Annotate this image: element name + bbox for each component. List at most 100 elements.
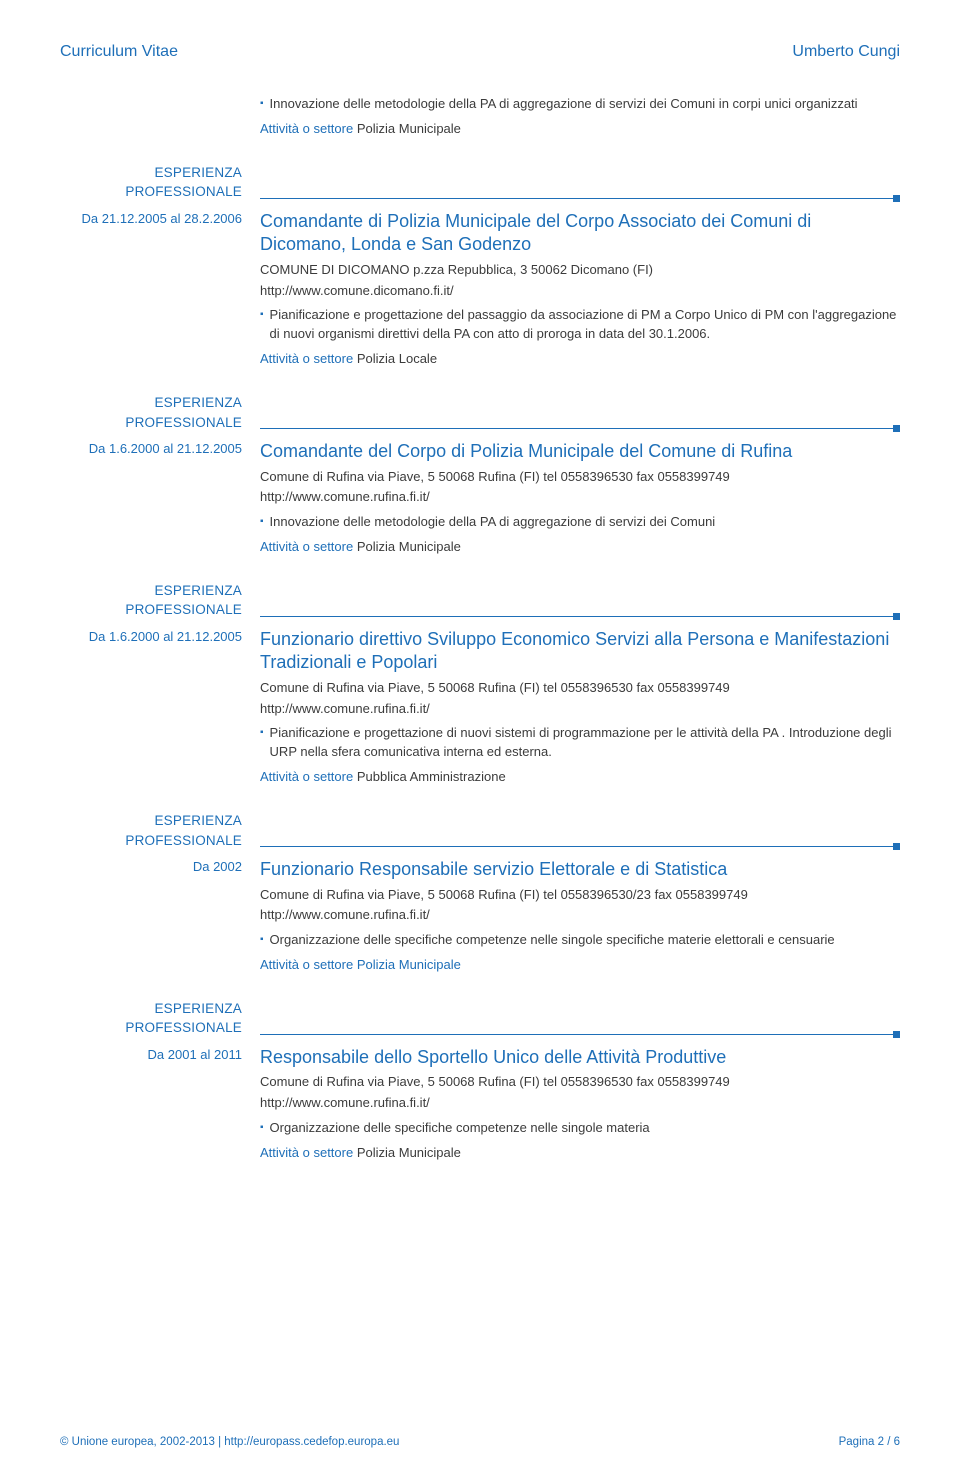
activity-value: Pubblica Amministrazione: [357, 769, 506, 784]
page-footer: © Unione europea, 2002-2013 | http://eur…: [60, 1434, 900, 1451]
activity-line: Attività o settore Polizia Locale: [260, 350, 900, 369]
footer-left: © Unione europea, 2002-2013 | http://eur…: [60, 1434, 399, 1451]
job-title: Responsabile dello Sportello Unico delle…: [260, 1046, 900, 1069]
employer-link: http://www.comune.rufina.fi.it/: [260, 488, 900, 507]
bullet-text: Innovazione delle metodologie della PA d…: [270, 513, 716, 532]
intro-activity: Attività o settore Polizia Municipale: [260, 120, 900, 139]
activity-label: Attività o settore: [260, 351, 357, 366]
footer-right: Pagina 2 / 6: [839, 1434, 900, 1451]
section-heading-line1: ESPERIENZA: [60, 163, 242, 183]
entry-date: Da 1.6.2000 al 21.12.2005: [60, 628, 260, 787]
bullet-block: Pianificazione e progettazione di nuovi …: [260, 724, 900, 762]
activity-value: Polizia Municipale: [357, 121, 461, 136]
section-heading-label: ESPERIENZAPROFESSIONALE: [60, 811, 260, 850]
bullet-block: Innovazione delle metodologie della PA d…: [260, 513, 900, 532]
section-divider: [260, 1034, 900, 1035]
bullet-item: Organizzazione delle specifiche competen…: [260, 931, 900, 950]
section-divider: [260, 428, 900, 429]
section-heading-label: ESPERIENZAPROFESSIONALE: [60, 163, 260, 202]
section-divider: [260, 616, 900, 617]
employer: Comune di Rufina via Piave, 5 50068 Rufi…: [260, 679, 900, 698]
employer: Comune di Rufina via Piave, 5 50068 Rufi…: [260, 886, 900, 905]
entry-content: Comandante del Corpo di Polizia Municipa…: [260, 440, 900, 557]
activity-label: Attività o settore: [260, 957, 357, 972]
section-heading-divider-wrap: [260, 198, 900, 202]
bullet-block: Organizzazione delle specifiche competen…: [260, 931, 900, 950]
activity-value: Polizia Municipale: [357, 1145, 461, 1160]
employer: COMUNE DI DICOMANO p.zza Repubblica, 3 5…: [260, 261, 900, 280]
section-heading-row: ESPERIENZAPROFESSIONALE: [60, 999, 900, 1038]
bullet-item: Pianificazione e progettazione di nuovi …: [260, 724, 900, 762]
entry-date: Da 21.12.2005 al 28.2.2006: [60, 210, 260, 369]
entry-content: Responsabile dello Sportello Unico delle…: [260, 1046, 900, 1163]
activity-line: Attività o settore Polizia Municipale: [260, 1144, 900, 1163]
section-heading-row: ESPERIENZAPROFESSIONALE: [60, 393, 900, 432]
employer-link: http://www.comune.dicomano.fi.it/: [260, 282, 900, 301]
section-heading-divider-wrap: [260, 428, 900, 432]
section-heading-divider-wrap: [260, 616, 900, 620]
bullet-item: Organizzazione delle specifiche competen…: [260, 1119, 900, 1138]
activity-line: Attività o settore Pubblica Amministrazi…: [260, 768, 900, 787]
bullet-text: Organizzazione delle specifiche competen…: [270, 931, 835, 950]
header-right: Umberto Cungi: [792, 40, 900, 63]
section-heading-row: ESPERIENZAPROFESSIONALE: [60, 163, 900, 202]
entry-date: Da 1.6.2000 al 21.12.2005: [60, 440, 260, 557]
section-heading-label: ESPERIENZAPROFESSIONALE: [60, 581, 260, 620]
bullet-text: Organizzazione delle specifiche competen…: [270, 1119, 650, 1138]
section-heading-line2: PROFESSIONALE: [60, 600, 242, 620]
entry-content: Comandante di Polizia Municipale del Cor…: [260, 210, 900, 369]
sections-container: ESPERIENZAPROFESSIONALEDa 21.12.2005 al …: [60, 163, 900, 1163]
entry-date: Da 2001 al 2011: [60, 1046, 260, 1163]
section-heading-line2: PROFESSIONALE: [60, 831, 242, 851]
section-heading-line2: PROFESSIONALE: [60, 413, 242, 433]
employer-link: http://www.comune.rufina.fi.it/: [260, 700, 900, 719]
header-left: Curriculum Vitae: [60, 40, 178, 63]
activity-value: Polizia Locale: [357, 351, 437, 366]
section-heading-line2: PROFESSIONALE: [60, 1018, 242, 1038]
job-title: Funzionario Responsabile servizio Eletto…: [260, 858, 900, 881]
bullet-item: Innovazione delle metodologie della PA d…: [260, 95, 900, 114]
section-heading-line1: ESPERIENZA: [60, 393, 242, 413]
entry-content: Funzionario Responsabile servizio Eletto…: [260, 858, 900, 975]
section-heading-row: ESPERIENZAPROFESSIONALE: [60, 811, 900, 850]
section-heading-label: ESPERIENZAPROFESSIONALE: [60, 999, 260, 1038]
activity-label: Attività o settore: [260, 1145, 357, 1160]
section-heading-line1: ESPERIENZA: [60, 999, 242, 1019]
activity-line: Attività o settore Polizia Municipale: [260, 956, 900, 975]
section-heading-line1: ESPERIENZA: [60, 581, 242, 601]
bullet-text: Pianificazione e progettazione del passa…: [270, 306, 900, 344]
experience-entry: Da 1.6.2000 al 21.12.2005Comandante del …: [60, 440, 900, 557]
intro-bullets: Innovazione delle metodologie della PA d…: [260, 95, 900, 114]
job-title: Funzionario direttivo Sviluppo Economico…: [260, 628, 900, 675]
section-heading-divider-wrap: [260, 1034, 900, 1038]
bullet-text: Innovazione delle metodologie della PA d…: [270, 95, 858, 114]
intro-row: Innovazione delle metodologie della PA d…: [60, 91, 900, 139]
employer: Comune di Rufina via Piave, 5 50068 Rufi…: [260, 1073, 900, 1092]
employer-link: http://www.comune.rufina.fi.it/: [260, 906, 900, 925]
bullet-item: Innovazione delle metodologie della PA d…: [260, 513, 900, 532]
document-header: Curriculum Vitae Umberto Cungi: [60, 40, 900, 63]
entry-date: Da 2002: [60, 858, 260, 975]
experience-entry: Da 2002Funzionario Responsabile servizio…: [60, 858, 900, 975]
employer-link: http://www.comune.rufina.fi.it/: [260, 1094, 900, 1113]
section-divider: [260, 846, 900, 847]
experience-entry: Da 21.12.2005 al 28.2.2006Comandante di …: [60, 210, 900, 369]
activity-value: Polizia Municipale: [357, 957, 461, 972]
experience-entry: Da 1.6.2000 al 21.12.2005Funzionario dir…: [60, 628, 900, 787]
employer: Comune di Rufina via Piave, 5 50068 Rufi…: [260, 468, 900, 487]
activity-value: Polizia Municipale: [357, 539, 461, 554]
section-heading-divider-wrap: [260, 846, 900, 850]
experience-entry: Da 2001 al 2011Responsabile dello Sporte…: [60, 1046, 900, 1163]
bullet-item: Pianificazione e progettazione del passa…: [260, 306, 900, 344]
bullet-text: Pianificazione e progettazione di nuovi …: [270, 724, 900, 762]
section-heading-line1: ESPERIENZA: [60, 811, 242, 831]
section-divider: [260, 198, 900, 199]
activity-label: Attività o settore: [260, 121, 353, 136]
section-heading-row: ESPERIENZAPROFESSIONALE: [60, 581, 900, 620]
section-heading-line2: PROFESSIONALE: [60, 182, 242, 202]
job-title: Comandante del Corpo di Polizia Municipa…: [260, 440, 900, 463]
entry-content: Funzionario direttivo Sviluppo Economico…: [260, 628, 900, 787]
activity-label: Attività o settore: [260, 769, 357, 784]
activity-line: Attività o settore Polizia Municipale: [260, 538, 900, 557]
section-heading-label: ESPERIENZAPROFESSIONALE: [60, 393, 260, 432]
